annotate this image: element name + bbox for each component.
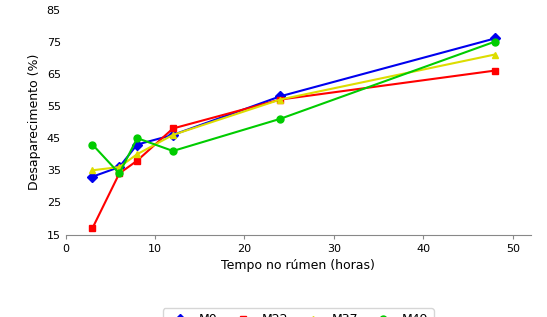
M0	[170, 133, 176, 137]
M0	[116, 165, 123, 169]
M37	[89, 168, 96, 172]
M37	[116, 165, 123, 169]
M37	[134, 152, 141, 156]
M22	[134, 159, 141, 163]
Y-axis label: Desaparecimento (%): Desaparecimento (%)	[28, 54, 41, 190]
Line: M49: M49	[89, 38, 498, 177]
M49	[170, 149, 176, 153]
M37	[277, 98, 283, 101]
M22	[492, 69, 498, 73]
Line: M0: M0	[89, 35, 498, 180]
M0	[89, 175, 96, 178]
M49	[134, 136, 141, 140]
M49	[89, 143, 96, 146]
M22	[277, 98, 283, 101]
M0	[277, 94, 283, 98]
Line: M37: M37	[89, 51, 498, 174]
M37	[170, 133, 176, 137]
M37	[492, 53, 498, 56]
Line: M22: M22	[89, 67, 498, 232]
M22	[89, 226, 96, 230]
M49	[116, 171, 123, 175]
M49	[492, 40, 498, 43]
M0	[492, 36, 498, 40]
M22	[116, 171, 123, 175]
M49	[277, 117, 283, 121]
Legend: M0, M22, M37, M49: M0, M22, M37, M49	[162, 308, 434, 317]
X-axis label: Tempo no rúmen (horas): Tempo no rúmen (horas)	[221, 259, 375, 272]
M22	[170, 126, 176, 130]
M0	[134, 143, 141, 146]
